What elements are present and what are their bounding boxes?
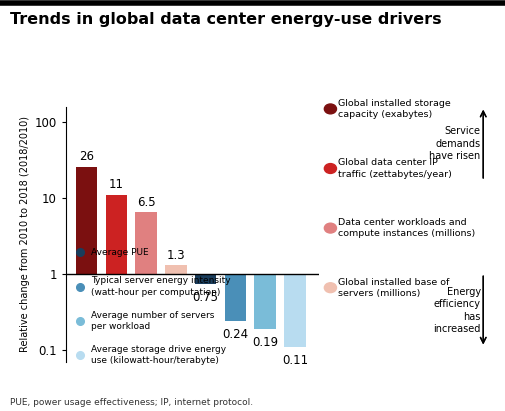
Text: PUE, power usage effectiveness; IP, internet protocol.: PUE, power usage effectiveness; IP, inte…	[10, 398, 252, 407]
Text: Global installed base of
servers (millions): Global installed base of servers (millio…	[337, 278, 448, 298]
Bar	[76, 167, 97, 274]
Text: Global data center IP
traffic (zettabytes/year): Global data center IP traffic (zettabyte…	[337, 159, 450, 178]
Text: Typical server energy intensity
(watt-hour per computation): Typical server energy intensity (watt-ho…	[91, 277, 230, 297]
Text: 0.75: 0.75	[192, 291, 218, 304]
Text: 0.24: 0.24	[222, 328, 248, 342]
Text: Average number of servers
per workload: Average number of servers per workload	[91, 311, 214, 331]
Text: 6.5: 6.5	[136, 196, 155, 209]
Y-axis label: Relative change from 2010 to 2018 (2018/2010): Relative change from 2010 to 2018 (2018/…	[20, 116, 30, 352]
Text: Energy
efficiency
has
increased: Energy efficiency has increased	[432, 287, 480, 334]
Bar	[135, 212, 157, 274]
Bar	[106, 195, 127, 274]
Text: Trends in global data center energy-use drivers: Trends in global data center energy-use …	[10, 12, 441, 27]
Text: Global installed storage
capacity (exabytes): Global installed storage capacity (exaby…	[337, 99, 449, 119]
Bar	[254, 274, 275, 329]
Bar	[224, 274, 245, 321]
Text: Average PUE: Average PUE	[91, 247, 148, 256]
Bar	[165, 266, 186, 274]
Text: 11: 11	[109, 178, 124, 192]
Text: Service
demands
have risen: Service demands have risen	[429, 127, 480, 161]
Text: Average storage drive energy
use (kilowatt-hour/terabyte): Average storage drive energy use (kilowa…	[91, 345, 226, 365]
Text: Data center workloads and
compute instances (millions): Data center workloads and compute instan…	[337, 218, 474, 238]
Text: 26: 26	[79, 150, 94, 163]
Bar	[194, 274, 216, 284]
Text: 1.3: 1.3	[166, 249, 185, 262]
Bar	[284, 274, 305, 347]
Text: 0.19: 0.19	[251, 336, 278, 349]
Text: 0.11: 0.11	[281, 354, 308, 367]
